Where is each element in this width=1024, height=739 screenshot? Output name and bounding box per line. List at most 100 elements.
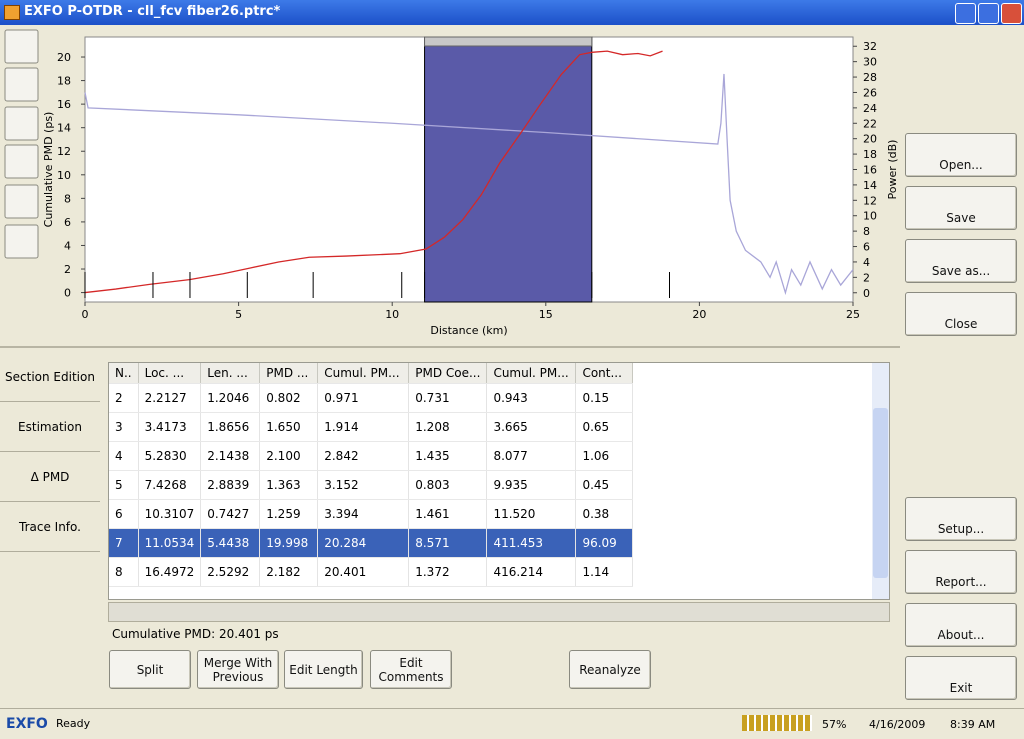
minimize[interactable] (955, 3, 976, 24)
window-title: EXFO P-OTDR - cll_fcv fiber26.ptrc* (24, 4, 281, 19)
tool-button[interactable] (4, 29, 39, 64)
tool-button[interactable] (4, 106, 39, 141)
header-row: N.. Loc. ... Len. ... PMD ... Cumul. PM... PM… (109, 363, 634, 384)
status-bar: EXFO Ready 57% 4/16/2009 8:39 AM (0, 708, 1024, 739)
side-button[interactable]: Close (905, 292, 1017, 336)
cell: 11.520 (486, 499, 577, 529)
x-tick-label: 5 (235, 308, 242, 321)
table-row[interactable]: 6 10.3107 0.7427 1.259 3.394 1.461 11.520 0.38 (109, 499, 634, 529)
cell: 1.363 (259, 470, 319, 500)
side-button[interactable]: Save as... (905, 239, 1017, 283)
tool-button[interactable] (4, 224, 39, 259)
progress-bar (108, 602, 890, 622)
cell: 0.65 (575, 412, 634, 442)
column-header[interactable]: Cumul. PM... (486, 363, 577, 384)
cell: 3.394 (317, 499, 410, 529)
action-button[interactable]: Reanalyze (569, 650, 651, 689)
brand: EXFO (6, 716, 48, 732)
y2-tick-label: 28 (863, 71, 877, 84)
column-header[interactable]: Cumul. PM... (317, 363, 410, 384)
y2-tick-label: 6 (863, 241, 870, 254)
time: 8:39 AM (950, 718, 996, 731)
cell: 8.077 (486, 441, 577, 471)
cell: 2.2127 (138, 383, 202, 413)
column-header[interactable]: Loc. ... (138, 363, 202, 384)
x-tick-label: 20 (692, 308, 706, 321)
y2-tick-label: 18 (863, 148, 877, 161)
cell: 4 (109, 441, 139, 471)
restore[interactable] (978, 3, 999, 24)
tab[interactable]: Section Edition (0, 353, 100, 402)
cell: 7.4268 (138, 470, 202, 500)
table-row[interactable]: 3 3.4173 1.8656 1.650 1.914 1.208 3.665 0.65 (109, 412, 634, 442)
side-button[interactable]: Setup... (905, 497, 1017, 541)
cell: 3.4173 (138, 412, 202, 442)
y-axis-label: Cumulative PMD (ps) (42, 112, 55, 228)
y2-tick-label: 26 (863, 86, 877, 99)
table-row[interactable]: 7 11.0534 5.4438 19.998 20.284 8.571 411.453 96… (109, 528, 634, 558)
column-header[interactable]: Len. ... (200, 363, 261, 384)
side-button[interactable]: Exit (905, 656, 1017, 700)
scrollbar[interactable] (872, 363, 889, 599)
tab[interactable]: Trace Info. (0, 503, 100, 552)
cell: 3.665 (486, 412, 577, 442)
cell: 3 (109, 412, 139, 442)
cell: 2.5292 (200, 557, 261, 587)
cell: 0.38 (575, 499, 634, 529)
cell: 20.284 (317, 528, 410, 558)
tool-button[interactable] (4, 144, 39, 179)
battery-gauge (742, 715, 812, 731)
column-header[interactable]: PMD ... (259, 363, 319, 384)
cell: 0.943 (486, 383, 577, 413)
side-button[interactable]: Open... (905, 133, 1017, 177)
tool-button[interactable] (4, 67, 39, 102)
y2-tick-label: 12 (863, 194, 877, 207)
cell: 2.100 (259, 441, 319, 471)
table-row[interactable]: 4 5.2830 2.1438 2.100 2.842 1.435 8.077 1.06 (109, 441, 634, 471)
table-row[interactable]: 2 2.2127 1.2046 0.802 0.971 0.731 0.943 0.15 (109, 383, 634, 413)
cell: 0.45 (575, 470, 634, 500)
battery: 57% (822, 718, 847, 731)
y2-tick-label: 14 (863, 179, 877, 192)
x-tick-label: 25 (846, 308, 860, 321)
y2-tick-label: 2 (863, 271, 870, 284)
tool-button[interactable] (4, 184, 39, 219)
cell: 8 (109, 557, 139, 587)
cell: 411.453 (486, 528, 577, 558)
y-tick-label: 0 (64, 287, 71, 300)
action-button[interactable]: Edit Comments (370, 650, 452, 689)
scroll-thumb[interactable] (873, 408, 888, 578)
x-tick-label: 0 (82, 308, 89, 321)
action-button[interactable]: Edit Length (284, 650, 363, 689)
y2-tick-label: 32 (863, 40, 877, 53)
cell: 1.06 (575, 441, 634, 471)
action-button[interactable]: Merge With Previous (197, 650, 279, 689)
cell: 2.1438 (200, 441, 261, 471)
cell: 0.971 (317, 383, 410, 413)
column-header[interactable]: PMD Coe... (408, 363, 488, 384)
cell: 0.7427 (200, 499, 261, 529)
side-button[interactable]: About... (905, 603, 1017, 647)
close-window[interactable] (1001, 3, 1022, 24)
action-button[interactable]: Split (109, 650, 191, 689)
cell: 16.4972 (138, 557, 202, 587)
side-button[interactable]: Report... (905, 550, 1017, 594)
table-row[interactable]: 5 7.4268 2.8839 1.363 3.152 0.803 9.935 0.45 (109, 470, 634, 500)
tab[interactable]: Estimation (0, 403, 100, 452)
table-row[interactable]: 8 16.4972 2.5292 2.182 20.401 1.372 416.214 1.1… (109, 557, 634, 587)
cell: 5.4438 (200, 528, 261, 558)
y2-tick-label: 24 (863, 102, 877, 115)
cell: 0.803 (408, 470, 488, 500)
series-line (84, 50, 663, 294)
y-tick-label: 8 (64, 192, 71, 205)
column-header[interactable]: N.. (109, 363, 139, 384)
y2-tick-label: 16 (863, 164, 877, 177)
side-button[interactable]: Save (905, 186, 1017, 230)
y-tick-label: 14 (57, 122, 71, 135)
section-table: N.. Loc. ... Len. ... PMD ... Cumul. PM... PM… (109, 363, 634, 587)
cell: 0.15 (575, 383, 634, 413)
tab[interactable]: Δ PMD (0, 453, 100, 502)
column-header[interactable]: Cont... (575, 363, 634, 384)
cell: 1.461 (408, 499, 488, 529)
